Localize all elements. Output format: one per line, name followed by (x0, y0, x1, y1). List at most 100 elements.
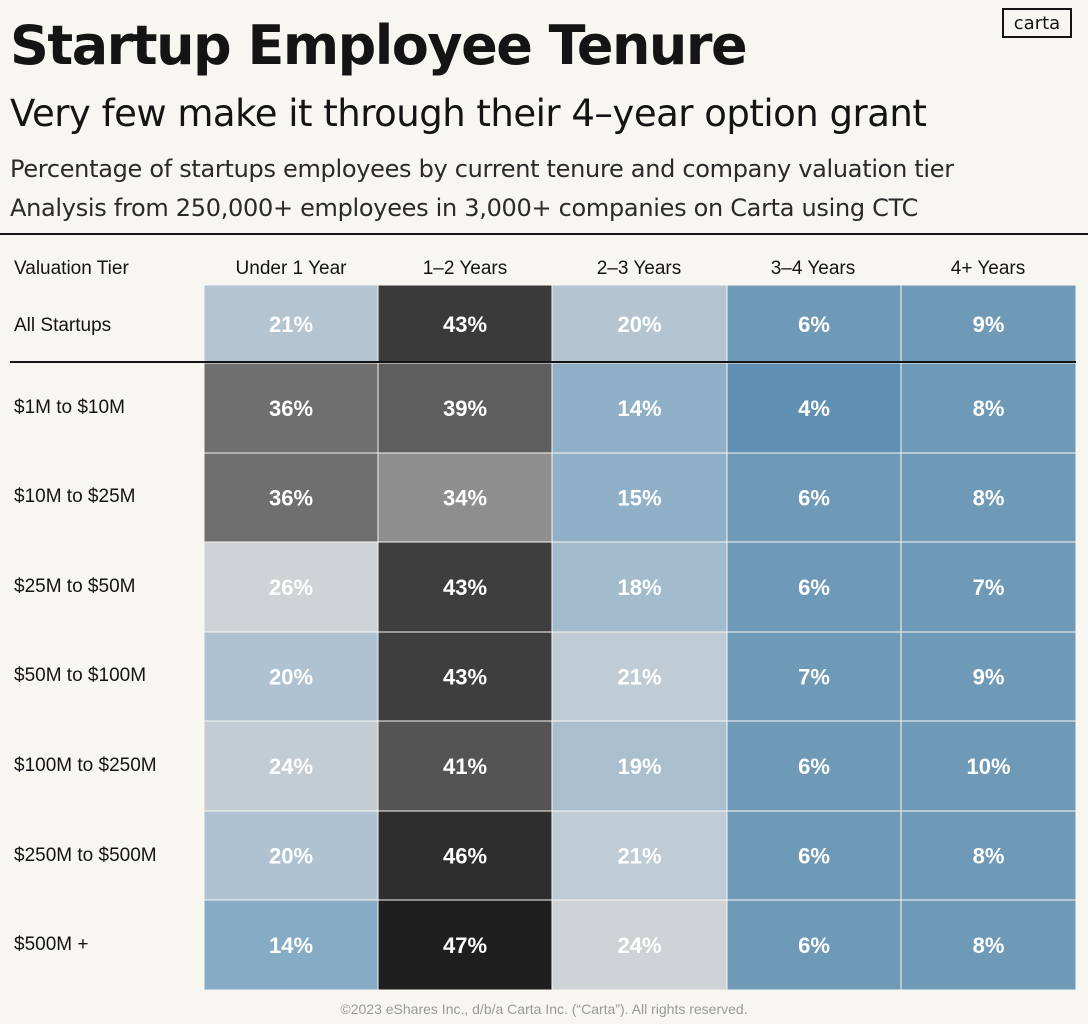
heatmap-cell-value: 26% (269, 575, 313, 600)
heatmap-cell-value: 43% (443, 575, 487, 600)
heatmap-cell (551, 810, 728, 901)
heatmap-cell-value: 8% (973, 486, 1005, 511)
heatmap-cell (900, 899, 1077, 991)
heatmap-cell (377, 452, 553, 543)
heatmap-cell (551, 720, 728, 812)
heatmap-cell (726, 720, 902, 812)
heatmap-cell-value: 47% (443, 933, 487, 958)
heatmap-cell (900, 720, 1077, 812)
heatmap-cell-value: 6% (798, 933, 830, 958)
heatmap-cell (900, 362, 1077, 454)
heatmap-cell (377, 810, 553, 901)
heatmap-cell-value: 6% (798, 844, 830, 869)
heatmap-cell-value: 14% (269, 933, 313, 958)
column-header: 2–3 Years (596, 258, 682, 279)
heatmap-cell-value: 9% (973, 665, 1005, 690)
heatmap-cell (377, 362, 553, 454)
heatmap-cell-value: 6% (798, 575, 830, 600)
column-header: Under 1 Year (235, 258, 347, 279)
heatmap-cell-value: 6% (798, 486, 830, 511)
heatmap-cell (726, 452, 902, 543)
heatmap-cell (203, 720, 379, 812)
heatmap-cell (203, 541, 379, 633)
heatmap-cell-value: 24% (269, 754, 313, 779)
row-label: $50M to $100M (14, 665, 147, 686)
carta-logo: carta (1002, 8, 1072, 38)
copyright-footer: ©2023 eShares Inc., d/b/a Carta Inc. (“C… (340, 1001, 748, 1017)
chart-description-line1: Percentage of startups employees by curr… (10, 155, 954, 183)
heatmap-cell (377, 720, 553, 812)
all-startups-divider (10, 361, 1076, 363)
heatmap-cell (377, 899, 553, 991)
heatmap-cell-value: 21% (617, 665, 661, 690)
heatmap-cell (900, 810, 1077, 901)
heatmap-cell (900, 452, 1077, 543)
heatmap-cell-value: 7% (973, 575, 1005, 600)
heatmap-cell-value: 10% (966, 754, 1010, 779)
heatmap-cell (551, 899, 728, 991)
heatmap-cell-value: 8% (973, 396, 1005, 421)
chart-subtitle: Very few make it through their 4–year op… (10, 92, 927, 135)
header-divider (0, 233, 1088, 235)
heatmap-cell-value: 19% (617, 754, 661, 779)
heatmap-cell-value: 39% (443, 396, 487, 421)
heatmap-cell-value: 8% (973, 933, 1005, 958)
row-label: $1M to $10M (14, 397, 125, 418)
heatmap-cell-value: 9% (973, 312, 1005, 337)
heatmap-cell (726, 284, 902, 364)
row-label: $25M to $50M (14, 576, 136, 597)
heatmap-cell (203, 899, 379, 991)
chart-description-line2: Analysis from 250,000+ employees in 3,00… (10, 194, 919, 222)
heatmap-cell-value: 6% (798, 754, 830, 779)
heatmap-cell-value: 7% (798, 665, 830, 690)
heatmap-cell (726, 631, 902, 722)
heatmap-cell (203, 362, 379, 454)
heatmap-cell (377, 541, 553, 633)
heatmap-cell (900, 631, 1077, 722)
heatmap-cell (726, 541, 902, 633)
heatmap-cell (377, 284, 553, 364)
heatmap-cell-value: 20% (269, 665, 313, 690)
heatmap-cell-value: 21% (269, 312, 313, 337)
column-header: 4+ Years (950, 258, 1026, 279)
heatmap-cell (900, 284, 1077, 364)
row-label: $100M to $250M (14, 755, 157, 776)
heatmap-cell (203, 631, 379, 722)
heatmap-cell-value: 36% (269, 486, 313, 511)
row-label: $250M to $500M (14, 845, 157, 866)
row-header-label: Valuation Tier (14, 258, 129, 279)
heatmap-cell-value: 43% (443, 665, 487, 690)
heatmap-cell (203, 284, 379, 364)
row-label: All Startups (14, 315, 112, 336)
column-header: 1–2 Years (422, 258, 508, 279)
heatmap-cell-value: 41% (443, 754, 487, 779)
heatmap-cell (551, 452, 728, 543)
heatmap-cell (726, 362, 902, 454)
heatmap-cell-value: 24% (617, 933, 661, 958)
heatmap-cell-value: 18% (617, 575, 661, 600)
row-label: $10M to $25M (14, 486, 136, 507)
heatmap-cell-value: 46% (443, 844, 487, 869)
heatmap-cell-value: 14% (617, 396, 661, 421)
heatmap-cell (203, 452, 379, 543)
column-header: 3–4 Years (770, 258, 856, 279)
heatmap-cell (377, 631, 553, 722)
heatmap-cell-value: 21% (617, 844, 661, 869)
heatmap-cell (726, 810, 902, 901)
heatmap-cell (726, 899, 902, 991)
row-label: $500M + (14, 934, 89, 955)
heatmap-cell (900, 541, 1077, 633)
heatmap-cell-value: 20% (269, 844, 313, 869)
heatmap-cell (203, 810, 379, 901)
heatmap-cell-value: 20% (617, 312, 661, 337)
chart-title: Startup Employee Tenure (10, 14, 748, 77)
heatmap-cell-value: 34% (443, 486, 487, 511)
heatmap-cell (551, 284, 728, 364)
heatmap-cell (551, 362, 728, 454)
heatmap-cell-value: 8% (973, 844, 1005, 869)
heatmap-cell-value: 4% (798, 396, 830, 421)
heatmap-cell-value: 15% (617, 486, 661, 511)
heatmap-cell-value: 6% (798, 312, 830, 337)
heatmap-cell-value: 43% (443, 312, 487, 337)
